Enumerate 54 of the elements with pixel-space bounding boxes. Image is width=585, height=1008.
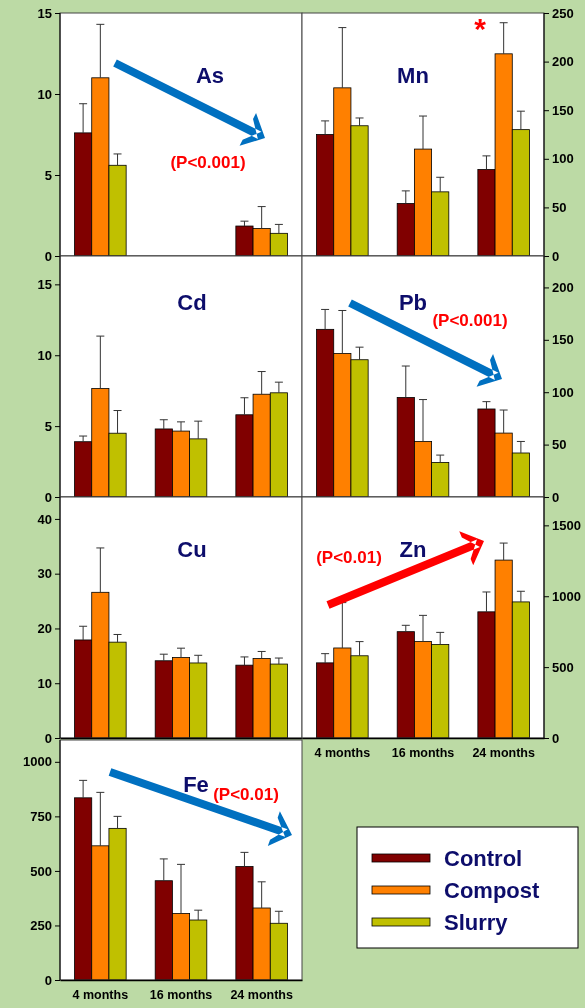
y-tick-label: 150 xyxy=(552,102,574,118)
y-tick-label: 0 xyxy=(44,730,52,746)
y-tick-label: 5 xyxy=(44,167,52,183)
text: Mn xyxy=(397,63,429,88)
y-tick-label: 1500 xyxy=(552,518,581,534)
y-tick-label: 20 xyxy=(37,621,52,637)
y-tick-label: 150 xyxy=(552,332,574,348)
y-tick-label: 200 xyxy=(552,54,574,70)
annotation: * xyxy=(474,12,487,45)
text: Fe xyxy=(183,772,209,797)
x-tick-label: 4 months xyxy=(72,988,129,1003)
y-tick-label: 50 xyxy=(552,200,567,216)
y-tick-label: 1000 xyxy=(23,754,52,770)
x-tick-label: 16 months xyxy=(391,746,455,761)
y-tick-label: 200 xyxy=(552,280,574,296)
y-tick-label: 250 xyxy=(30,918,52,934)
y-tick-label: 0 xyxy=(44,248,52,264)
y-tick-label: 10 xyxy=(37,347,52,363)
y-tick-label: 0 xyxy=(552,730,560,746)
y-tick-label: 500 xyxy=(30,863,52,879)
y-tick-label: 0 xyxy=(44,489,52,505)
y-tick-label: 750 xyxy=(30,809,52,825)
y-tick-label: 250 xyxy=(552,5,574,21)
legend-label: Compost xyxy=(444,877,540,903)
y-tick-label: 10 xyxy=(37,675,52,691)
x-tick-label: 24 months xyxy=(230,988,293,1003)
annotation: (P<0.01) xyxy=(213,785,279,804)
y-tick-label: 500 xyxy=(552,659,574,675)
annotation: (P<0.001) xyxy=(432,311,508,330)
x-tick-label: 16 months xyxy=(149,988,213,1003)
y-tick-label: 100 xyxy=(552,151,574,167)
x-tick-label: 24 months xyxy=(472,746,535,761)
text: Pb xyxy=(398,290,428,315)
y-tick-label: 15 xyxy=(37,277,52,293)
y-tick-label: 1000 xyxy=(552,588,581,604)
x-tick-label: 4 months xyxy=(314,746,371,761)
text: Cd xyxy=(177,290,207,315)
legend-label: Control xyxy=(444,845,523,871)
y-tick-label: 30 xyxy=(37,566,52,582)
annotation: (P<0.01) xyxy=(316,548,382,567)
text: Zn xyxy=(399,537,427,562)
y-tick-label: 15 xyxy=(37,5,52,21)
y-tick-label: 0 xyxy=(44,972,52,988)
y-tick-label: 100 xyxy=(552,384,574,400)
y-tick-label: 5 xyxy=(44,418,52,434)
text: As xyxy=(195,63,225,88)
y-tick-label: 40 xyxy=(37,511,52,527)
legend-label: Slurry xyxy=(444,909,509,935)
y-tick-label: 0 xyxy=(552,248,560,264)
y-tick-label: 10 xyxy=(37,86,52,102)
y-tick-label: 50 xyxy=(552,437,567,453)
annotation: (P<0.001) xyxy=(170,153,246,172)
text: Cu xyxy=(177,537,207,562)
y-tick-label: 0 xyxy=(552,489,560,505)
